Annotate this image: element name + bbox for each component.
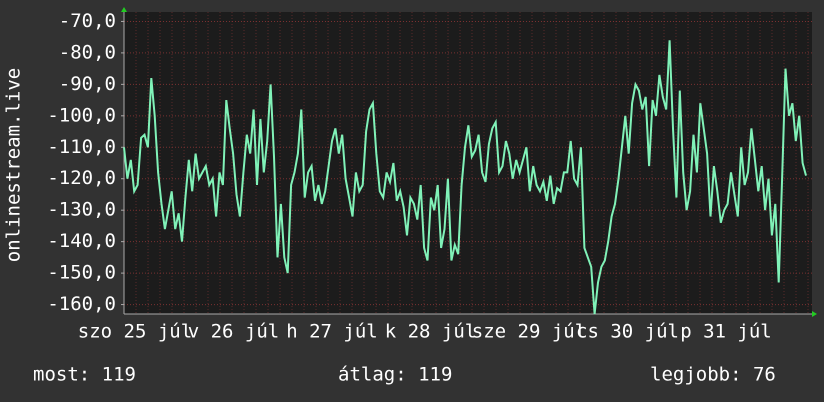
footer-current: most: 119 [33,364,136,386]
x-tick-label: v 26 júl [188,321,280,343]
plot-area [124,12,812,314]
y-tick-label: -110,0 [47,136,116,158]
x-tick-label: cs 30 júl [576,321,679,343]
x-tick-label: k 28 júl [385,321,477,343]
axis-arrow [812,311,817,317]
x-tick-label: szo 25 júl [78,321,192,343]
y-tick-label: -70,0 [59,10,116,32]
y-axis-label: onlinestream.live [3,68,25,262]
x-tick-label: h 27 júl [286,321,378,343]
y-tick-label: -80,0 [59,41,116,63]
axis-arrow [121,7,127,12]
y-tick-label: -90,0 [59,73,116,95]
x-tick-label: p 31 júl [680,321,772,343]
y-tick-label: -150,0 [47,262,116,284]
y-tick-label: -160,0 [47,293,116,315]
x-tick-label: sze 29 júl [472,321,586,343]
y-tick-label: -140,0 [47,230,116,252]
y-tick-label: -100,0 [47,104,116,126]
footer-best: legjobb: 76 [650,364,776,386]
series-line [123,40,807,315]
y-tick-label: -120,0 [47,167,116,189]
y-tick-label: -130,0 [47,199,116,221]
footer-average: átlag: 119 [338,364,452,386]
